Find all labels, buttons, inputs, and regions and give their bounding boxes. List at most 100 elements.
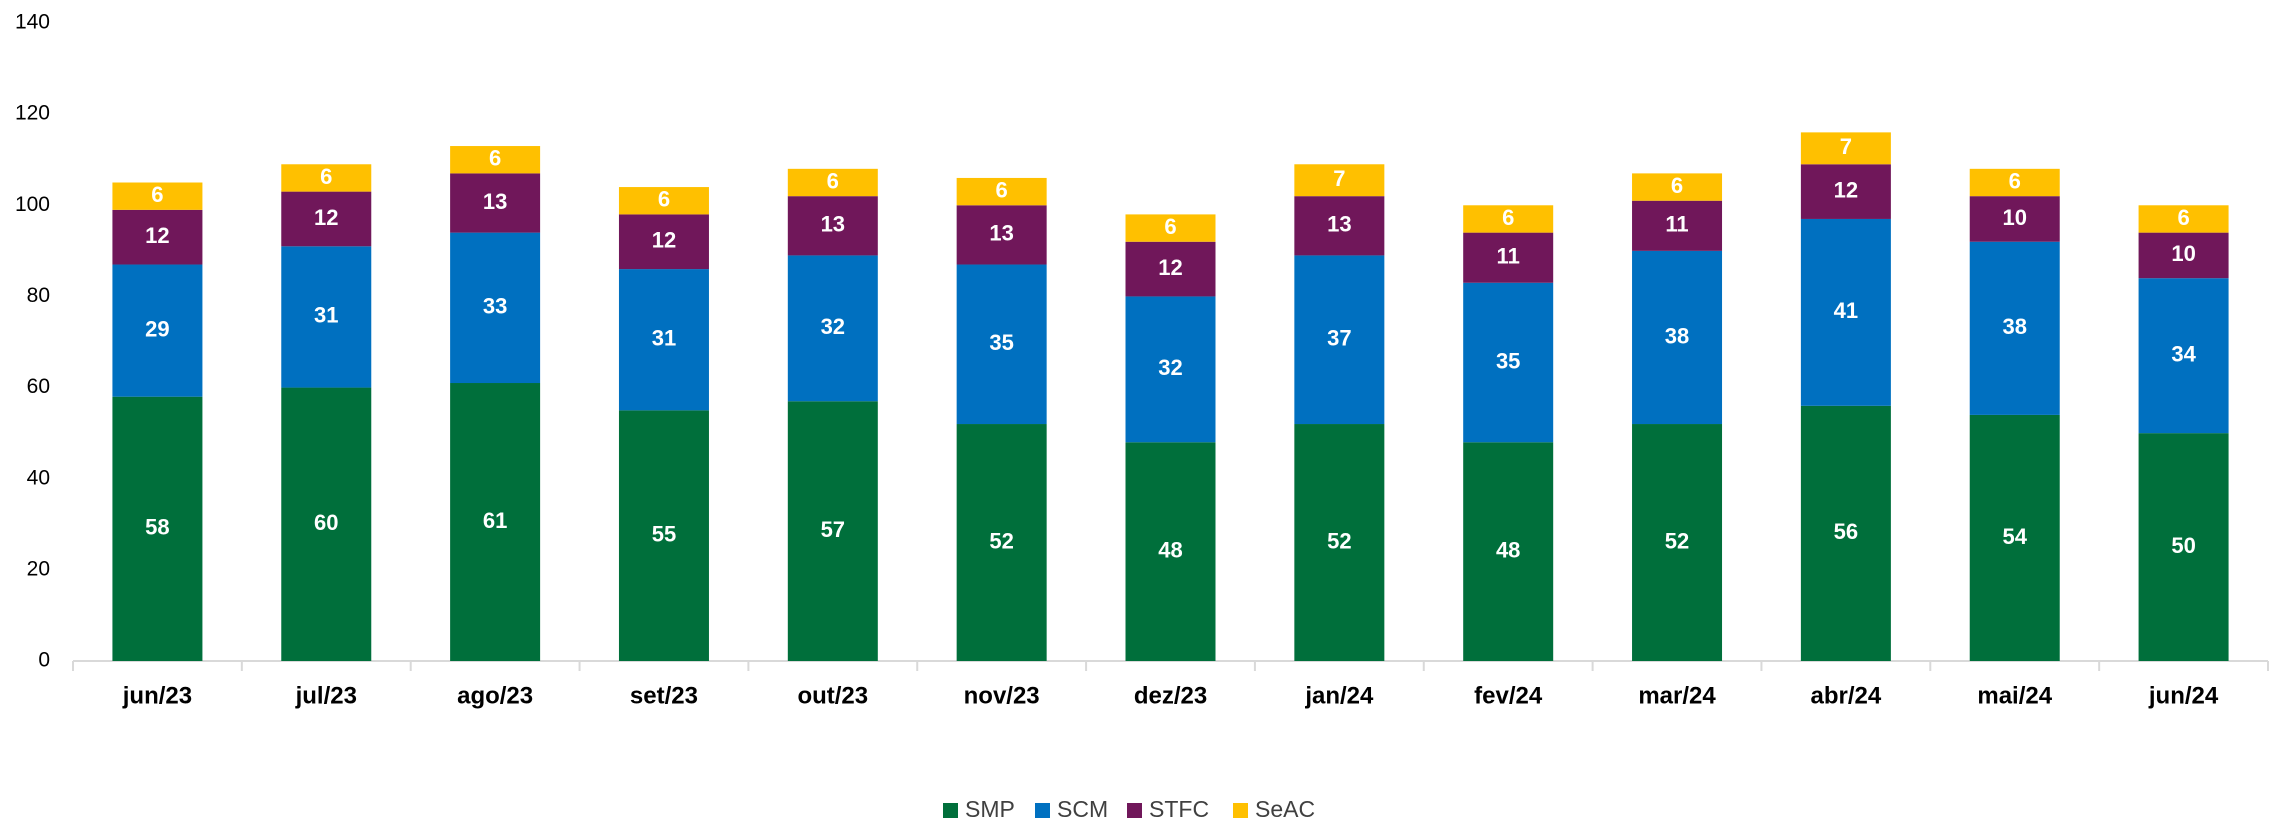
- bar-segment: [450, 232, 541, 384]
- value-label: 13: [989, 221, 1013, 246]
- value-label: 37: [1327, 326, 1351, 351]
- value-label: 11: [1665, 212, 1688, 237]
- bar-segment: [2138, 232, 2229, 279]
- legend-swatch: [1233, 803, 1248, 818]
- y-tick-label: 40: [27, 466, 50, 489]
- legend-label: STFC: [1149, 796, 1209, 822]
- bar-segment: [1969, 241, 2060, 415]
- value-label: 33: [483, 294, 507, 319]
- value-label: 38: [1665, 323, 1689, 348]
- value-label: 13: [483, 189, 507, 214]
- bar-segment: [787, 255, 878, 402]
- bar-segment: [281, 387, 372, 661]
- value-label: 31: [314, 303, 338, 328]
- value-label: 13: [1327, 212, 1351, 237]
- value-label: 6: [1164, 214, 1176, 239]
- legend-label: SMP: [965, 796, 1015, 822]
- bar-segment: [1800, 405, 1891, 661]
- bar-segment: [956, 424, 1047, 661]
- bar-segment: [1463, 205, 1554, 233]
- value-label: 52: [1327, 528, 1351, 553]
- bar-segment: [1294, 255, 1385, 425]
- value-label: 32: [821, 314, 845, 339]
- x-tick-label: set/23: [630, 682, 698, 709]
- y-tick-label: 60: [27, 375, 50, 398]
- bar-segment: [1800, 218, 1891, 406]
- bar-segment: [112, 264, 203, 397]
- bar-segment: [787, 196, 878, 256]
- bar-segment: [1632, 424, 1723, 661]
- value-label: 60: [314, 510, 338, 535]
- legend-label: SeAC: [1255, 796, 1315, 822]
- bar-segment: [1969, 414, 2060, 661]
- bar-segment: [618, 214, 709, 270]
- y-tick-label: 80: [27, 284, 50, 307]
- bar-segment: [1294, 164, 1385, 197]
- value-label: 12: [145, 223, 169, 248]
- value-label: 12: [1158, 255, 1182, 280]
- y-tick-label: 120: [15, 102, 50, 125]
- value-label: 10: [2171, 241, 2195, 266]
- bar-segment: [956, 177, 1047, 206]
- x-tick-label: fev/24: [1474, 682, 1543, 709]
- x-tick-label: nov/23: [964, 682, 1040, 709]
- bar-segment: [112, 396, 203, 661]
- x-tick-label: mai/24: [1977, 682, 2052, 709]
- value-label: 58: [145, 515, 169, 540]
- value-label: 11: [1497, 244, 1520, 269]
- x-tick-label: jun/24: [2148, 682, 2219, 709]
- value-label: 55: [652, 521, 676, 546]
- y-tick-label: 140: [15, 11, 50, 34]
- value-label: 6: [1502, 205, 1514, 230]
- legend-swatch: [1035, 803, 1050, 818]
- y-tick-label: 20: [27, 557, 50, 580]
- x-tick-label: dez/23: [1134, 682, 1207, 709]
- value-label: 48: [1496, 537, 1520, 562]
- bar-segment: [1463, 232, 1554, 283]
- value-label: 61: [483, 508, 507, 533]
- value-label: 6: [489, 146, 501, 171]
- bar-segment: [1463, 442, 1554, 661]
- bar-segment: [281, 164, 372, 192]
- x-tick-label: jan/24: [1304, 682, 1374, 709]
- value-label: 7: [1840, 134, 1852, 159]
- value-label: 6: [658, 187, 670, 212]
- value-label: 10: [2002, 205, 2026, 230]
- bar-segment: [1800, 132, 1891, 165]
- x-tick-label: jul/23: [295, 682, 357, 709]
- bar-segment: [450, 146, 541, 174]
- value-label: 12: [652, 228, 676, 253]
- x-tick-label: mar/24: [1638, 682, 1716, 709]
- value-label: 50: [2171, 533, 2195, 558]
- bar-segment: [112, 182, 203, 210]
- value-label: 35: [989, 330, 1013, 355]
- bar-segment: [1125, 241, 1216, 297]
- bar-segment: [2138, 205, 2229, 233]
- bar-segment: [2138, 433, 2229, 661]
- bar-segment: [787, 401, 878, 661]
- value-label: 12: [314, 205, 338, 230]
- bar-segment: [1125, 214, 1216, 242]
- value-label: 6: [996, 177, 1008, 202]
- value-label: 6: [1671, 173, 1683, 198]
- value-label: 13: [821, 212, 845, 237]
- value-label: 41: [1834, 298, 1858, 323]
- bar-segment: [1632, 250, 1723, 425]
- bar-segment: [1632, 173, 1723, 201]
- x-tick-label: out/23: [797, 682, 868, 709]
- value-label: 6: [320, 164, 332, 189]
- x-tick-label: jun/23: [122, 682, 192, 709]
- legend-swatch: [1127, 803, 1142, 818]
- bar-segment: [450, 383, 541, 661]
- bar-segment: [618, 410, 709, 661]
- bar-segment: [281, 246, 372, 388]
- value-label: 52: [989, 528, 1013, 553]
- bar-segment: [1969, 168, 2060, 197]
- value-label: 32: [1158, 355, 1182, 380]
- bar-segment: [2138, 278, 2229, 434]
- bar-segment: [1294, 196, 1385, 256]
- value-label: 29: [145, 316, 169, 341]
- bar-segment: [1125, 442, 1216, 661]
- value-label: 6: [2177, 205, 2189, 230]
- bar-segment: [1800, 164, 1891, 219]
